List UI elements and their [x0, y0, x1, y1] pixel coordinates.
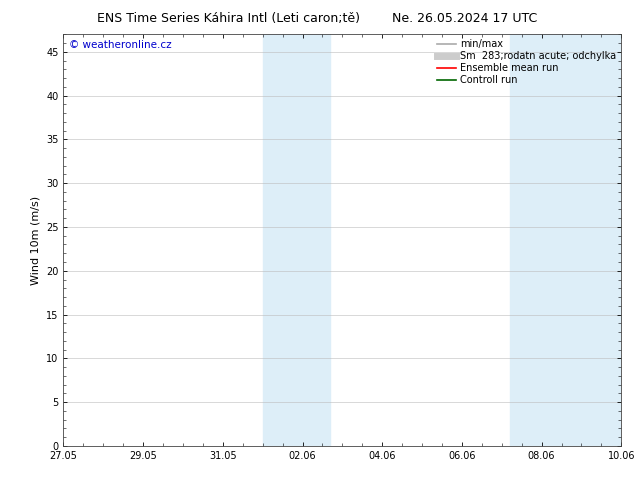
Bar: [262, 34, 330, 446]
Y-axis label: Wind 10m (m/s): Wind 10m (m/s): [30, 196, 41, 285]
Text: ENS Time Series Káhira Intl (Leti caron;tě)        Ne. 26.05.2024 17 UTC: ENS Time Series Káhira Intl (Leti caron;…: [97, 12, 537, 25]
Legend: min/max, Sm  283;rodatn acute; odchylka, Ensemble mean run, Controll run: min/max, Sm 283;rodatn acute; odchylka, …: [435, 37, 618, 87]
Text: © weatheronline.cz: © weatheronline.cz: [69, 41, 172, 50]
Bar: [510, 34, 621, 446]
